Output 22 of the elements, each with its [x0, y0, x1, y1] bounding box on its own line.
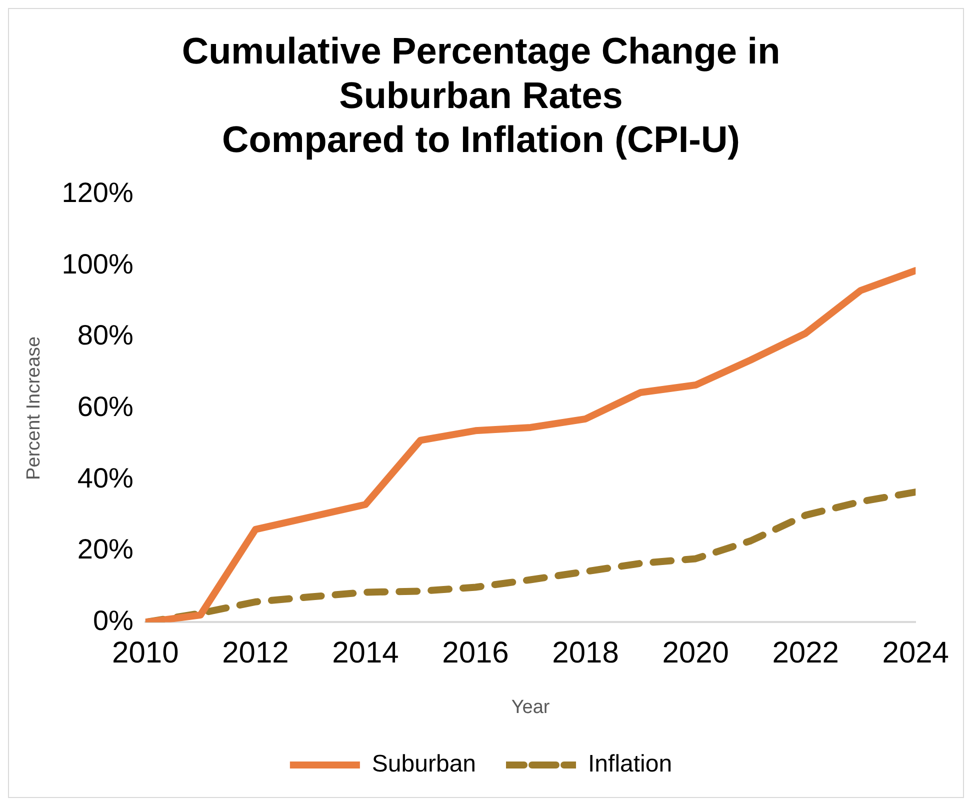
- x-tick-label: 2010: [112, 636, 179, 670]
- y-tick-label: 100%: [62, 248, 134, 280]
- text: Suburban Rates: [339, 74, 623, 116]
- text: Cumulative Percentage Change in: [182, 30, 780, 72]
- x-tick-label: 2024: [882, 636, 950, 670]
- x-tick-label: 2022: [772, 636, 839, 670]
- y-axis-title: Percent Increase: [24, 336, 45, 480]
- y-tick-label: 120%: [62, 176, 134, 208]
- y-tick-label: 20%: [77, 534, 134, 565]
- legend-label: Suburban: [372, 750, 476, 778]
- x-tick-label: 2016: [442, 636, 509, 670]
- x-tick-label: 2014: [332, 636, 399, 670]
- y-tick-label: 40%: [77, 462, 134, 494]
- text: Compared to Inflation (CPI-U): [222, 119, 740, 160]
- x-tick-label: 2018: [552, 636, 619, 670]
- x-tick-label: 2020: [662, 636, 729, 670]
- y-tick-label: 60%: [77, 390, 134, 422]
- x-tick-label: 2012: [222, 636, 289, 670]
- y-tick-label: 0%: [92, 604, 134, 636]
- y-tick-label: 80%: [77, 320, 134, 351]
- legend-label: Inflation: [588, 750, 672, 778]
- x-axis-title: Year: [511, 696, 550, 718]
